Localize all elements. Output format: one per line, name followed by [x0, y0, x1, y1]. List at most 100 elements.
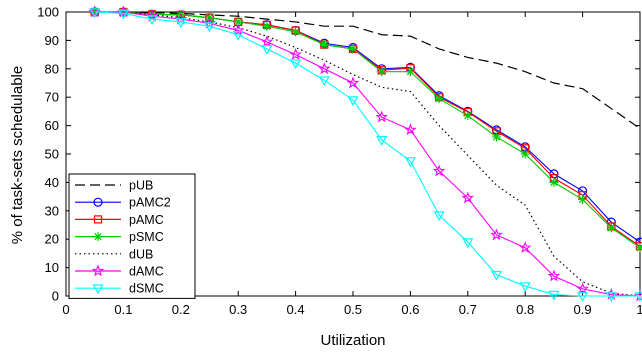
legend-label-dub: dUB [129, 247, 153, 261]
x-tick-label: 0.2 [172, 302, 190, 317]
data-point-damc [404, 123, 417, 136]
data-point-psmc [635, 243, 642, 253]
data-point-psmc [549, 177, 559, 187]
legend: pUB pAMC2 pAMC pSMC dUB dAMC dSMC [68, 173, 196, 299]
x-tick-label: 0.6 [401, 302, 419, 317]
legend-label-pub: pUB [129, 179, 153, 193]
legend-label-pamc: pAMC [129, 213, 164, 227]
y-tick-label: 40 [45, 175, 59, 190]
data-point-dsmc [318, 76, 330, 87]
y-tick-label: 0 [52, 289, 59, 304]
data-point-dsmc [203, 22, 216, 33]
data-point-psmc [319, 40, 329, 50]
y-tick-label: 60 [45, 118, 59, 133]
data-point-psmc [492, 132, 501, 142]
data-point-dsmc [290, 59, 302, 70]
data-point-damc [145, 9, 159, 22]
x-tick-label: 0.8 [516, 302, 534, 317]
series-line-damc [94, 11, 641, 297]
data-point-dsmc [577, 292, 589, 303]
series-line-dsmc [94, 11, 640, 297]
data-point-damc [518, 241, 532, 254]
data-point-dsmc [548, 290, 560, 301]
legend-item-pub: pUB [75, 179, 153, 193]
data-point-dsmc [519, 282, 531, 293]
series-pub [94, 11, 641, 129]
legend-marker-pamc2 [93, 197, 103, 207]
data-point-psmc [463, 111, 473, 121]
x-tick-label: 0.3 [229, 302, 247, 317]
data-point-psmc [262, 21, 272, 31]
data-point-psmc [377, 67, 387, 77]
data-point-dsmc [261, 45, 273, 55]
data-point-dsmc [376, 136, 388, 146]
data-point-psmc [348, 44, 358, 54]
x-tick-label: 0.5 [344, 302, 362, 317]
data-point-dsmc [89, 8, 101, 19]
x-axis-label: Utilization [320, 332, 385, 349]
data-point-psmc [233, 17, 243, 27]
x-tick-label: 0.9 [574, 302, 592, 317]
legend-marker-pamc [93, 215, 103, 224]
data-point-damc [174, 12, 188, 25]
data-point-dsmc [605, 292, 617, 303]
data-point-damc [547, 269, 561, 282]
legend-item-dsmc: dSMC [75, 282, 164, 296]
data-point-damc [260, 35, 274, 48]
axes: 0 0.1 0.2 0.3 0.4 0.5 0.6 0.7 0.8 0.9 101020304050… [37, 5, 642, 318]
data-point-dsmc [232, 30, 244, 41]
data-point-damc [289, 48, 302, 60]
data-point-damc [576, 282, 589, 295]
legend-marker-psmc [93, 232, 103, 242]
x-tick-label: 0.4 [287, 302, 305, 317]
data-point-psmc [147, 9, 157, 19]
x-tick-label: 0.1 [114, 302, 132, 317]
data-point-psmc [434, 94, 444, 104]
series-line-psmc [94, 11, 641, 249]
data-point-psmc [405, 67, 415, 77]
data-point-damc [318, 62, 331, 75]
y-tick-label: 100 [37, 5, 59, 20]
x-tick-label: 1 [636, 302, 642, 317]
legend-label-pamc2: pAMC2 [129, 196, 171, 210]
y-tick-label: 30 [45, 203, 59, 218]
legend-item-damc: dAMC [75, 264, 164, 279]
series-layer [88, 5, 642, 303]
data-point-dsmc [634, 292, 642, 303]
series-damc [88, 5, 642, 302]
data-point-damc [490, 228, 503, 241]
data-point-damc [203, 16, 216, 29]
data-point-dsmc [490, 270, 503, 281]
x-tick-label: 0 [62, 302, 69, 317]
data-point-psmc [291, 27, 301, 37]
legend-label-damc: dAMC [129, 265, 164, 279]
y-tick-label: 90 [45, 33, 59, 48]
legend-marker-dsmc [92, 284, 104, 295]
y-tick-label: 80 [45, 61, 59, 76]
legend-item-pamc: pAMC [75, 213, 164, 227]
data-point-psmc [606, 223, 616, 233]
data-point-psmc [520, 149, 530, 159]
data-point-damc [461, 191, 475, 204]
legend-label-dsmc: dSMC [129, 282, 164, 296]
data-point-dsmc [462, 238, 474, 249]
data-point-damc [231, 23, 245, 36]
data-point-dsmc [404, 157, 416, 168]
legend-item-pamc2: pAMC2 [75, 196, 171, 210]
y-tick-label: 70 [45, 90, 59, 105]
legend-label-psmc: pSMC [129, 230, 164, 244]
data-point-damc [346, 76, 360, 89]
series-dsmc [89, 8, 642, 303]
data-point-damc [432, 164, 446, 177]
y-tick-label: 10 [45, 260, 59, 275]
data-point-dsmc [117, 9, 129, 20]
data-point-psmc [578, 194, 588, 204]
y-tick-label: 50 [45, 147, 59, 162]
y-axis-label: % of task-sets schedulable [9, 66, 26, 244]
legend-item-dub: dUB [75, 247, 153, 261]
data-point-dsmc [146, 15, 158, 26]
legend-marker-damc [91, 264, 105, 277]
series-line-pub [94, 11, 641, 129]
data-point-damc [375, 110, 388, 123]
